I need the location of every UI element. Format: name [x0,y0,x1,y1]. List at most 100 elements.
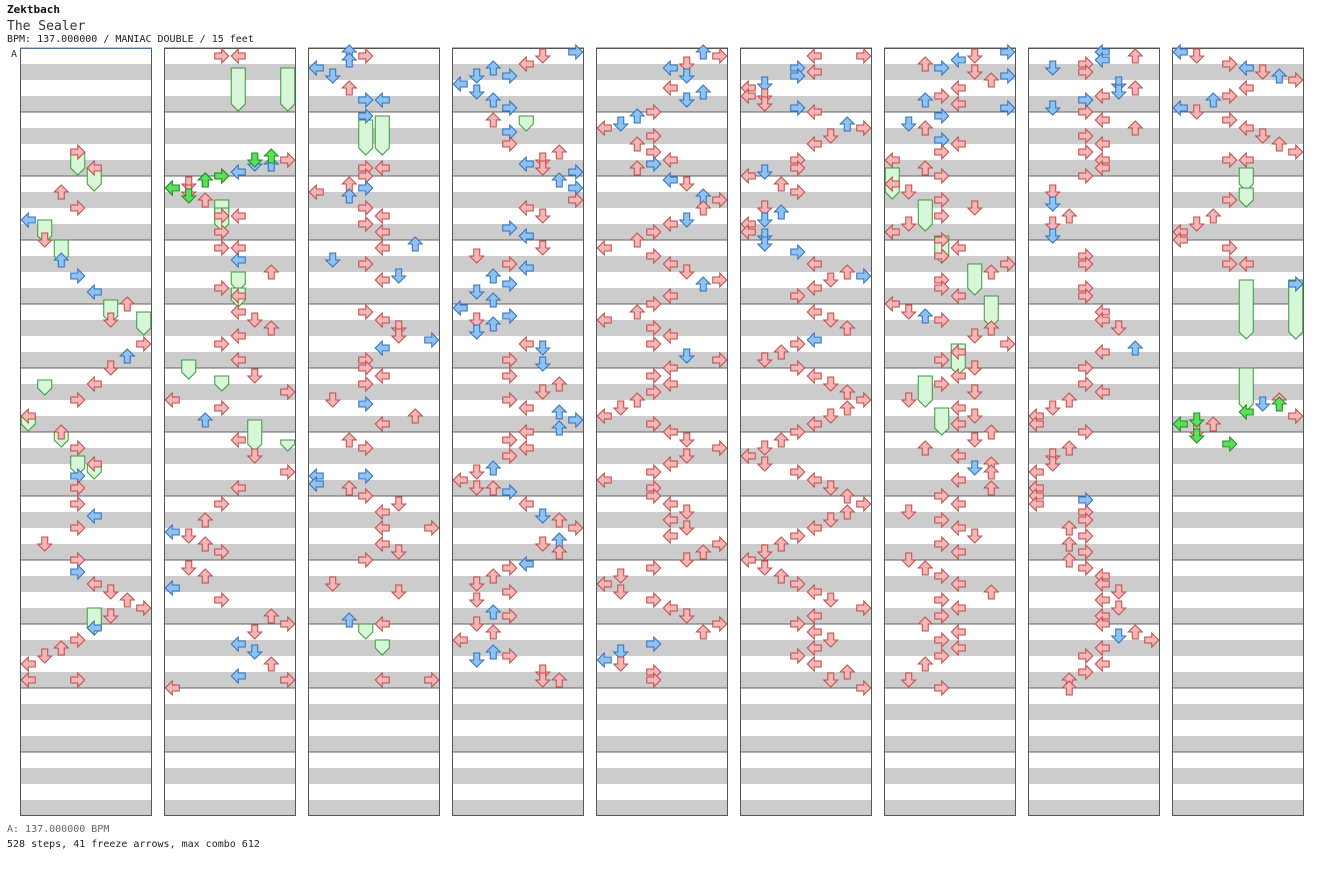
step-arrow-right-icon [70,671,86,689]
step-arrow-left-icon [1094,51,1110,69]
step-arrow-right-icon [502,483,518,501]
step-arrow-up-icon [341,432,358,448]
step-arrow-right-icon [646,635,662,653]
step-arrow-right-icon [358,439,374,457]
beat-stripe [452,320,584,336]
step-arrow-left-icon [374,503,390,521]
step-arrow-up-icon [629,304,646,320]
step-arrow-down-icon [966,200,983,216]
step-arrow-up-icon [197,192,214,208]
step-arrow-down-icon [468,480,485,496]
step-arrow-down-icon [468,464,485,480]
beat-stripe [1172,576,1304,592]
step-arrow-left-icon [662,287,678,305]
beat-stripe [452,288,584,304]
beat-stripe [308,64,440,80]
beat-stripe [164,512,296,528]
step-arrow-left-icon [230,431,246,449]
step-arrow-up-icon [197,512,214,528]
step-arrow-up-icon [485,624,502,640]
step-arrow-right-icon [214,239,230,257]
step-arrow-left-icon [596,119,612,137]
beat-stripe [1172,64,1304,80]
step-arrow-right-icon [502,351,518,369]
beat-stripe [884,736,1016,752]
beat-stripe [1172,736,1304,752]
beat-stripe [308,256,440,272]
step-arrow-left-icon [230,479,246,497]
step-arrow-right-icon [502,255,518,273]
beat-stripe [308,416,440,432]
step-arrow-up-icon [341,480,358,496]
step-arrow-up-icon [1271,136,1288,152]
step-arrow-down-icon [900,392,917,408]
beat-stripe [308,160,440,176]
step-arrow-right-icon [502,67,518,85]
step-arrow-down-icon [900,116,917,132]
beat-stripe [452,736,584,752]
step-arrow-left-icon [1172,415,1188,433]
step-arrow-down-icon [756,96,773,112]
step-arrow-right-icon [280,615,296,633]
step-arrow-left-icon [806,607,822,625]
step-arrow-right-icon [280,383,296,401]
beat-stripe [452,224,584,240]
step-arrow-up-icon [551,172,568,188]
step-arrow-left-icon [230,303,246,321]
beat-stripe [596,416,728,432]
beat-stripe [740,288,872,304]
step-arrow-right-icon [136,335,152,353]
beat-stripe [1028,768,1160,784]
step-arrow-left-icon [884,223,900,241]
freeze-arrow [358,623,374,640]
step-arrow-left-icon [884,175,900,193]
beat-stripe [164,480,296,496]
step-arrow-down-icon [534,672,551,688]
beat-stripe [1028,288,1160,304]
step-arrow-down-icon [678,448,695,464]
step-arrow-right-icon [70,439,86,457]
step-arrow-right-icon [568,519,584,537]
beat-stripe [20,768,152,784]
step-arrow-right-icon [214,591,230,609]
beat-stripe [164,192,296,208]
step-arrow-right-icon [646,487,662,505]
step-arrow-left-icon [806,279,822,297]
step-arrow-left-icon [230,207,246,225]
beat-stripe [884,352,1016,368]
step-arrow-down-icon [246,644,263,660]
beat-stripe [452,192,584,208]
step-arrow-up-icon [1127,340,1144,356]
chart-column [20,47,152,816]
step-arrow-up-icon [839,400,856,416]
beat-stripe [884,640,1016,656]
beat-stripe [740,384,872,400]
beat-stripe [164,448,296,464]
beat-stripe [1028,96,1160,112]
step-arrow-down-icon [966,360,983,376]
step-arrow-left-icon [1172,231,1188,249]
step-arrow-up-icon [341,52,358,68]
step-arrow-up-icon [119,592,136,608]
step-arrow-down-icon [612,656,629,672]
step-arrow-right-icon [214,47,230,65]
step-arrow-down-icon [822,128,839,144]
step-arrow-up-icon [917,440,934,456]
step-arrow-down-icon [102,360,119,376]
beat-stripe [596,576,728,592]
step-arrow-left-icon [518,555,534,573]
step-arrow-up-icon [551,544,568,560]
step-arrow-left-icon [164,679,180,697]
beat-stripe [740,160,872,176]
beat-stripe [884,448,1016,464]
step-arrow-left-icon [950,495,966,513]
beat-stripe [1172,224,1304,240]
step-arrow-left-icon [164,391,180,409]
beat-stripe [164,64,296,80]
chart-stats: 528 steps, 41 freeze arrows, max combo 6… [7,839,260,850]
beat-stripe [308,384,440,400]
step-arrow-left-icon [374,223,390,241]
freeze-arrow [214,375,230,392]
beat-stripe [20,256,152,272]
